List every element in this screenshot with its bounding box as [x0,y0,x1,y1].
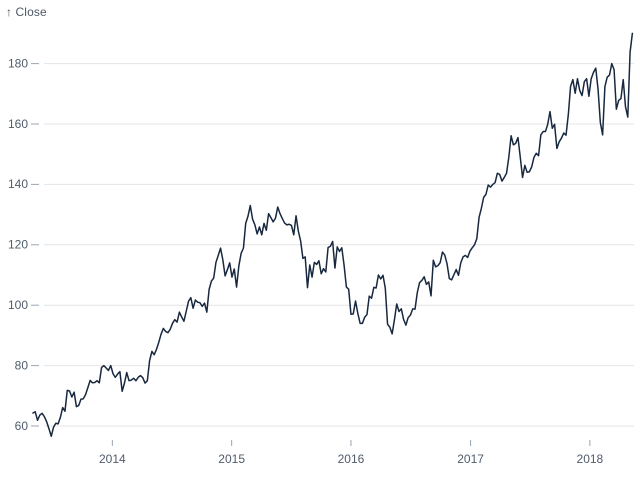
x-tick-label: 2016 [338,452,365,466]
y-tick-label: 100 [8,298,28,312]
y-tick-label: 160 [8,117,28,131]
x-tick-label: 2017 [457,452,484,466]
x-tick-label: 2015 [218,452,245,466]
y-axis: 60 80 100 120 140 160 180 [8,56,39,433]
y-tick-label: 60 [15,419,29,433]
x-tick-label: 2018 [577,452,604,466]
x-tick-label: 2014 [99,452,126,466]
close-price-line [32,32,634,438]
y-tick-label: 140 [8,177,28,191]
y-axis-title: ↑ Close [6,5,47,19]
x-axis: 2014 2015 2016 2017 2018 [99,440,604,466]
y-tick-label: 180 [8,56,28,70]
y-tick-label: 80 [15,358,29,372]
y-grid [44,63,634,427]
y-tick-label: 120 [8,238,28,252]
